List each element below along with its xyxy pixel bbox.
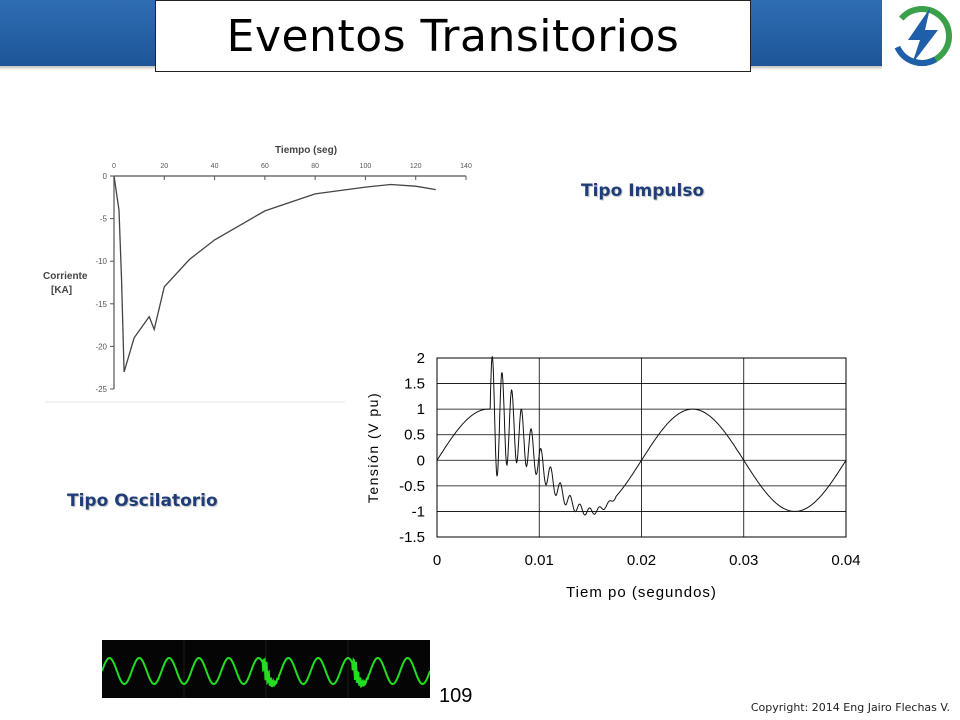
page-number: 109 [439, 685, 473, 707]
impulse-current-chart: 0 20 40 60 80 100 120 140 0 -5 -10 -15 -20 -25 Tiempo… [43, 145, 472, 403]
oscillatory-voltage-chart: 2 1.5 1 0.5 0 -0.5 -1 -1.5 0 0.01 0.02 0.03 0.04 Tiem… [365, 350, 861, 601]
impulse-x-tick-label: 20 [160, 163, 168, 170]
osc-xlabel: Tiem po (segundos) [566, 584, 717, 601]
osc-y-tick-label: 1.5 [404, 376, 425, 393]
impulse-x-tick-label: 100 [360, 163, 372, 170]
osc-y-tick-label: -1.5 [399, 529, 425, 546]
impulse-x-tick-label: 60 [261, 163, 269, 170]
copyright-text: Copyright: 2014 Eng Jairo Flechas V. [750, 701, 950, 714]
impulse-x-tick-label: 80 [311, 163, 319, 170]
osc-y-tick-label: 0 [417, 452, 425, 469]
impulse-y-tick-label: -10 [95, 257, 107, 266]
impulse-x-tick-label: 40 [211, 163, 219, 170]
lightning-bolt-logo-icon [892, 6, 952, 66]
osc-voltage-line [436, 355, 847, 516]
label-oscillatory: Tipo Oscilatorio [67, 491, 218, 511]
impulse-y-tick-label: 0 [103, 172, 108, 181]
osc-y-tick-label: 1 [417, 401, 425, 418]
osc-x-tick-label: 0.01 [525, 552, 554, 569]
impulse-ylabel-line1: Corriente [43, 271, 88, 282]
osc-ylabel: Tensión (V pu) [365, 392, 381, 503]
osc-y-tick-label: 0.5 [404, 427, 425, 444]
logo-tile [882, 0, 960, 72]
osc-y-tick-label: -0.5 [399, 478, 425, 495]
osc-x-tick-label: 0 [433, 552, 441, 569]
impulse-x-tick-label: 120 [410, 163, 422, 170]
impulse-x-tick-label: 140 [460, 163, 472, 170]
impulse-y-tick-label: -25 [95, 385, 107, 394]
label-impulse: Tipo Impulso [581, 181, 705, 201]
impulse-xlabel: Tiempo (seg) [275, 145, 337, 156]
impulse-y-tick-label: -15 [95, 300, 107, 309]
oscilloscope-thumbnail [102, 640, 430, 698]
impulse-ylabel-line2: [KA] [51, 285, 72, 296]
osc-x-tick-label: 0.02 [627, 552, 656, 569]
osc-plot-border [436, 357, 847, 538]
impulse-y-tick-label: -5 [100, 215, 108, 224]
osc-x-tick-label: 0.03 [729, 552, 758, 569]
osc-y-tick-label: -1 [412, 503, 425, 520]
osc-y-tick-label: 2 [417, 350, 425, 367]
scope-waveform [102, 656, 430, 689]
title-box: Eventos Transitorios [155, 0, 751, 72]
impulse-y-tick-label: -20 [95, 342, 107, 351]
impulse-current-line [113, 175, 436, 373]
impulse-x-tick-label: 0 [112, 163, 116, 170]
osc-x-tick-label: 0.04 [831, 552, 860, 569]
slide-title: Eventos Transitorios [226, 10, 680, 62]
